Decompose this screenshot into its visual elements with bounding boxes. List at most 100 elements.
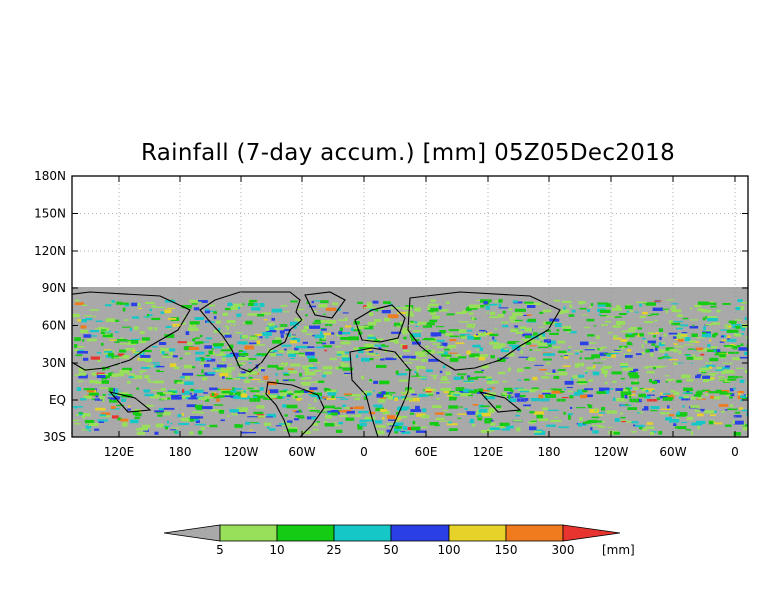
precip-cell bbox=[165, 426, 168, 430]
precip-cell bbox=[448, 352, 458, 354]
precip-cell bbox=[569, 304, 573, 308]
precip-cell bbox=[411, 393, 417, 396]
precip-cell bbox=[100, 331, 105, 335]
precip-cell bbox=[546, 340, 556, 345]
precip-cell bbox=[157, 371, 164, 373]
precip-cell bbox=[564, 380, 574, 385]
precip-cell bbox=[406, 389, 415, 394]
precip-cell bbox=[366, 392, 372, 396]
precip-cell bbox=[626, 310, 634, 313]
precip-cell bbox=[613, 335, 618, 338]
precip-cell bbox=[676, 417, 679, 419]
precip-cell bbox=[582, 314, 589, 316]
precip-cell bbox=[523, 314, 530, 316]
precip-cell bbox=[102, 333, 113, 338]
precip-cell bbox=[316, 341, 323, 344]
precip-cell bbox=[414, 371, 417, 373]
precip-cell bbox=[78, 368, 86, 372]
precip-cell bbox=[374, 319, 382, 322]
precip-cell bbox=[380, 358, 385, 361]
precip-cell bbox=[477, 417, 483, 421]
precip-cell bbox=[478, 332, 487, 337]
colorbar-label: 100 bbox=[438, 543, 461, 557]
precip-cell bbox=[695, 409, 701, 412]
precip-cell bbox=[434, 412, 445, 415]
precip-cell bbox=[418, 355, 428, 357]
precip-cell bbox=[136, 431, 145, 435]
x-tick-label: 0 bbox=[360, 445, 368, 459]
precip-cell bbox=[151, 305, 156, 308]
precip-cell bbox=[228, 374, 232, 378]
precip-cell bbox=[327, 410, 338, 413]
precip-cell bbox=[460, 392, 472, 397]
precip-cell bbox=[578, 374, 585, 378]
precip-cell bbox=[523, 404, 531, 407]
precip-cell bbox=[671, 322, 681, 326]
precip-cell bbox=[718, 353, 729, 355]
precip-cell bbox=[116, 339, 128, 342]
precip-cell bbox=[325, 371, 333, 374]
precip-cell bbox=[367, 322, 377, 326]
precip-cell bbox=[711, 322, 720, 325]
precip-cell bbox=[335, 396, 345, 398]
precip-cell bbox=[338, 421, 343, 425]
precip-cell bbox=[101, 333, 111, 335]
precip-cell bbox=[593, 325, 597, 327]
precip-cell bbox=[543, 339, 551, 343]
precip-cell bbox=[508, 308, 513, 311]
precip-cell bbox=[111, 355, 120, 359]
precip-cell bbox=[74, 344, 78, 348]
precip-cell bbox=[632, 391, 636, 393]
precip-cell bbox=[91, 398, 97, 401]
precip-cell bbox=[366, 306, 377, 309]
precip-cell bbox=[393, 422, 404, 426]
precip-cell bbox=[144, 393, 154, 397]
precip-cell bbox=[667, 405, 670, 409]
precip-cell bbox=[356, 354, 359, 359]
precip-cell bbox=[376, 393, 384, 398]
precip-cell bbox=[647, 340, 657, 344]
precip-cell bbox=[98, 421, 105, 423]
precip-cell bbox=[131, 302, 138, 307]
precip-cell bbox=[359, 423, 367, 427]
precip-cell bbox=[338, 362, 345, 364]
precip-cell bbox=[514, 393, 521, 397]
precip-cell bbox=[182, 389, 185, 393]
precip-cell bbox=[726, 393, 735, 397]
precip-cell bbox=[154, 327, 158, 331]
precip-cell bbox=[181, 412, 184, 416]
precip-cell bbox=[456, 312, 466, 315]
precip-cell bbox=[133, 326, 139, 331]
precip-cell bbox=[83, 395, 93, 399]
precip-cell bbox=[340, 337, 350, 340]
precip-cell bbox=[358, 410, 369, 414]
precip-cell bbox=[744, 370, 748, 373]
precip-cell bbox=[314, 398, 317, 403]
precip-cell bbox=[480, 430, 491, 433]
precip-cell bbox=[664, 353, 668, 356]
precip-cell bbox=[627, 372, 638, 376]
precip-cell bbox=[613, 397, 616, 401]
precip-cell bbox=[533, 332, 538, 336]
precip-cell bbox=[170, 429, 176, 431]
precip-cell bbox=[399, 321, 403, 325]
precip-cell bbox=[245, 421, 250, 425]
precip-cell bbox=[543, 353, 551, 356]
precip-cell bbox=[704, 348, 709, 350]
precip-cell bbox=[286, 404, 298, 409]
precip-cell bbox=[425, 387, 431, 390]
precip-cell bbox=[592, 365, 596, 368]
precip-cell bbox=[432, 315, 440, 319]
precip-cell bbox=[201, 357, 205, 362]
precip-cell bbox=[323, 313, 326, 315]
precip-cell bbox=[686, 416, 694, 421]
precip-cell bbox=[677, 426, 687, 430]
precip-cell bbox=[309, 410, 320, 412]
precip-cell bbox=[205, 308, 209, 311]
precip-cell bbox=[340, 398, 349, 400]
precip-cell bbox=[378, 347, 382, 350]
precip-cell bbox=[253, 411, 264, 414]
precip-cell bbox=[236, 377, 246, 379]
precip-cell bbox=[278, 365, 285, 368]
